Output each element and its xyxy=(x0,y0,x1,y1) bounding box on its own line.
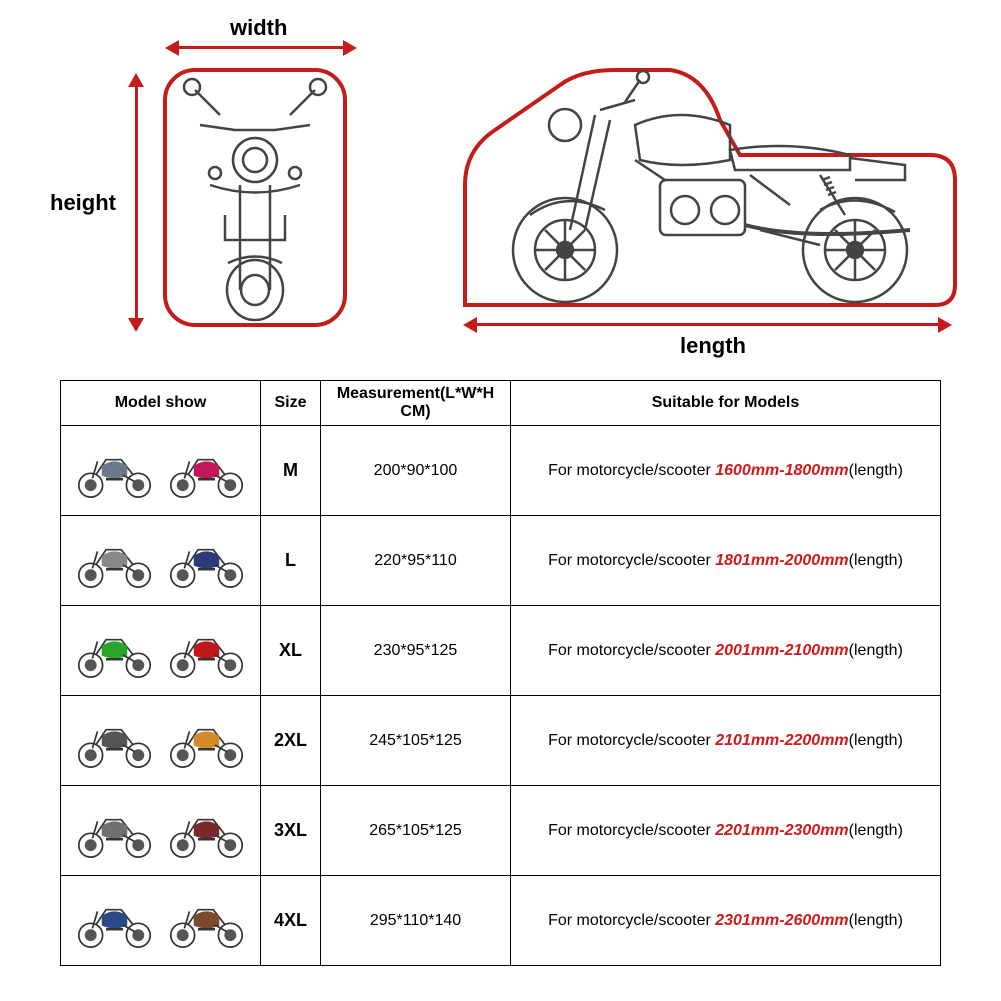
motorcycle-thumbnail-icon xyxy=(72,706,157,776)
front-view-diagram xyxy=(140,55,370,345)
header-suitable: Suitable for Models xyxy=(511,381,941,426)
side-view-diagram xyxy=(450,30,970,330)
size-cell: 4XL xyxy=(261,876,321,966)
width-arrow-right xyxy=(343,40,357,56)
motorcycle-thumbnail-icon xyxy=(164,796,249,866)
suitable-suffix: (length) xyxy=(849,462,903,479)
height-arrow-line xyxy=(135,85,138,320)
header-measurement: Measurement(L*W*H CM) xyxy=(321,381,511,426)
table-row: 2XL245*105*125For motorcycle/scooter 210… xyxy=(61,696,941,786)
model-thumbnails-cell xyxy=(61,606,261,696)
suitable-cell: For motorcycle/scooter 1801mm-2000mm(len… xyxy=(511,516,941,606)
motorcycle-thumbnail-icon xyxy=(164,436,249,506)
width-arrow-left xyxy=(165,40,179,56)
table-header-row: Model show Size Measurement(L*W*H CM) Su… xyxy=(61,381,941,426)
suitable-prefix: For motorcycle/scooter xyxy=(548,462,715,479)
size-cell: 3XL xyxy=(261,786,321,876)
measurement-cell: 295*110*140 xyxy=(321,876,511,966)
height-label: height xyxy=(50,190,116,216)
width-label: width xyxy=(230,15,287,41)
suitable-range: 2301mm-2600mm xyxy=(715,912,848,929)
suitable-prefix: For motorcycle/scooter xyxy=(548,642,715,659)
measurement-cell: 265*105*125 xyxy=(321,786,511,876)
suitable-cell: For motorcycle/scooter 2201mm-2300mm(len… xyxy=(511,786,941,876)
suitable-suffix: (length) xyxy=(849,912,903,929)
measurement-cell: 200*90*100 xyxy=(321,426,511,516)
suitable-suffix: (length) xyxy=(849,642,903,659)
suitable-range: 1801mm-2000mm xyxy=(715,552,848,569)
suitable-suffix: (length) xyxy=(849,822,903,839)
size-cell: 2XL xyxy=(261,696,321,786)
width-arrow-line xyxy=(175,46,345,49)
suitable-suffix: (length) xyxy=(849,732,903,749)
suitable-range: 1600mm-1800mm xyxy=(715,462,848,479)
suitable-cell: For motorcycle/scooter 2301mm-2600mm(len… xyxy=(511,876,941,966)
model-thumbnails-cell xyxy=(61,426,261,516)
motorcycle-thumbnail-icon xyxy=(72,796,157,866)
suitable-suffix: (length) xyxy=(849,552,903,569)
table-row: M200*90*100For motorcycle/scooter 1600mm… xyxy=(61,426,941,516)
measurement-cell: 230*95*125 xyxy=(321,606,511,696)
suitable-prefix: For motorcycle/scooter xyxy=(548,822,715,839)
size-cell: M xyxy=(261,426,321,516)
model-thumbnails-cell xyxy=(61,786,261,876)
suitable-prefix: For motorcycle/scooter xyxy=(548,732,715,749)
length-label: length xyxy=(680,333,746,359)
model-thumbnails-cell xyxy=(61,516,261,606)
suitable-range: 2201mm-2300mm xyxy=(715,822,848,839)
dimension-diagrams: width height xyxy=(0,10,1001,370)
suitable-cell: For motorcycle/scooter 1600mm-1800mm(len… xyxy=(511,426,941,516)
motorcycle-thumbnail-icon xyxy=(164,886,249,956)
table-row: 4XL295*110*140For motorcycle/scooter 230… xyxy=(61,876,941,966)
suitable-prefix: For motorcycle/scooter xyxy=(548,912,715,929)
motorcycle-thumbnail-icon xyxy=(72,526,157,596)
measurement-cell: 245*105*125 xyxy=(321,696,511,786)
measurement-cell: 220*95*110 xyxy=(321,516,511,606)
suitable-prefix: For motorcycle/scooter xyxy=(548,552,715,569)
motorcycle-thumbnail-icon xyxy=(72,886,157,956)
model-thumbnails-cell xyxy=(61,876,261,966)
suitable-cell: For motorcycle/scooter 2101mm-2200mm(len… xyxy=(511,696,941,786)
motorcycle-thumbnail-icon xyxy=(164,616,249,686)
size-table: Model show Size Measurement(L*W*H CM) Su… xyxy=(60,380,940,966)
size-cell: XL xyxy=(261,606,321,696)
size-cell: L xyxy=(261,516,321,606)
motorcycle-thumbnail-icon xyxy=(72,616,157,686)
suitable-range: 2101mm-2200mm xyxy=(715,732,848,749)
suitable-range: 2001mm-2100mm xyxy=(715,642,848,659)
motorcycle-thumbnail-icon xyxy=(164,526,249,596)
suitable-cell: For motorcycle/scooter 2001mm-2100mm(len… xyxy=(511,606,941,696)
header-size: Size xyxy=(261,381,321,426)
model-thumbnails-cell xyxy=(61,696,261,786)
header-model: Model show xyxy=(61,381,261,426)
table-row: L220*95*110For motorcycle/scooter 1801mm… xyxy=(61,516,941,606)
motorcycle-thumbnail-icon xyxy=(72,436,157,506)
table-row: 3XL265*105*125For motorcycle/scooter 220… xyxy=(61,786,941,876)
table-row: XL230*95*125For motorcycle/scooter 2001m… xyxy=(61,606,941,696)
motorcycle-thumbnail-icon xyxy=(164,706,249,776)
